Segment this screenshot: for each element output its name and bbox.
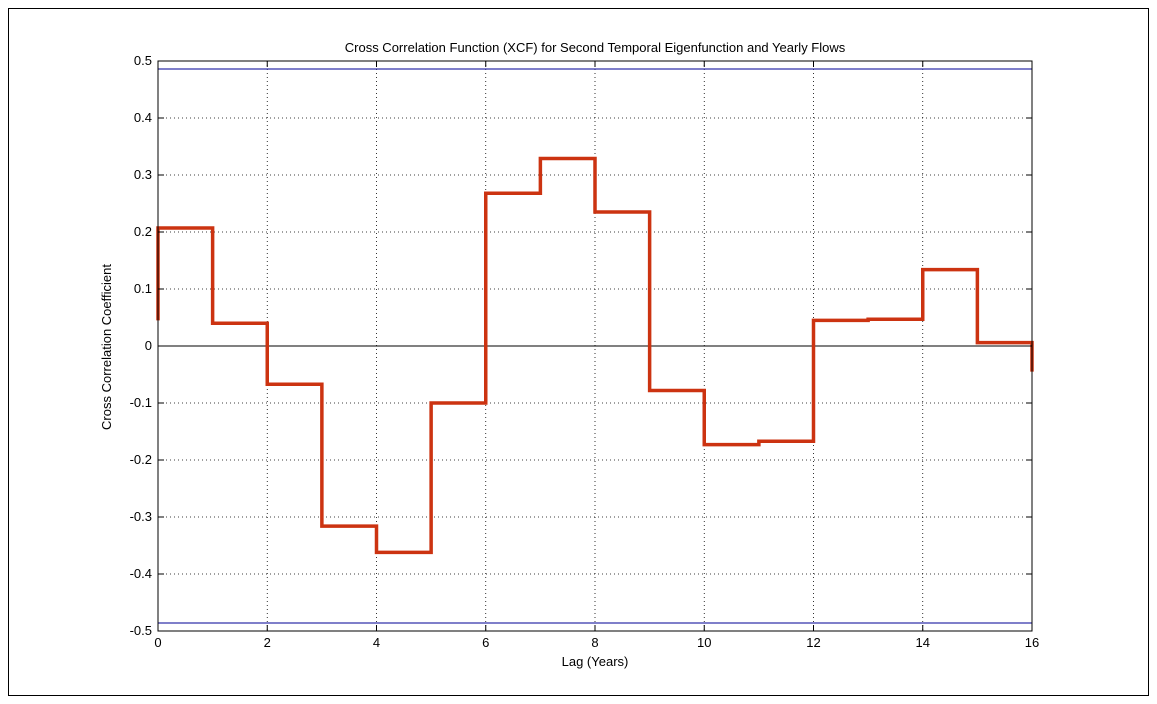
y-tick-label: -0.4 xyxy=(130,566,152,581)
y-tick-label: 0.2 xyxy=(134,224,152,239)
x-tick-label: 16 xyxy=(1025,635,1039,650)
x-tick-label: 14 xyxy=(916,635,930,650)
x-tick-label: 10 xyxy=(697,635,711,650)
ticks: 0 2 4 6 8 10 12 14 16 -0.5 -0.4 -0.3 -0.2 -0.1 0 0.1 0.2… xyxy=(130,53,1040,650)
chart-title: Cross Correlation Function (XCF) for Sec… xyxy=(345,40,846,55)
y-tick-label: 0.4 xyxy=(134,110,152,125)
xcf-step-line xyxy=(156,156,1034,555)
reference-lines xyxy=(158,68,1032,624)
x-tick-label: 6 xyxy=(482,635,489,650)
figure-frame xyxy=(8,8,1149,696)
x-tick-label: 12 xyxy=(806,635,820,650)
y-tick-label: 0.3 xyxy=(134,167,152,182)
y-axis-title: Cross Correlation Coefficient xyxy=(99,264,114,430)
x-tick-label: 2 xyxy=(264,635,271,650)
y-tick-label: -0.1 xyxy=(130,395,152,410)
x-axis-title: Lag (Years) xyxy=(562,654,629,669)
y-tick-label: 0.1 xyxy=(134,281,152,296)
x-tick-label: 0 xyxy=(154,635,161,650)
y-tick-label: -0.5 xyxy=(130,623,152,638)
y-tick-label: 0 xyxy=(145,338,152,353)
y-tick-label: -0.3 xyxy=(130,509,152,524)
x-tick-label: 8 xyxy=(591,635,598,650)
series xyxy=(156,156,1034,555)
y-tick-label: 0.5 xyxy=(134,53,152,68)
x-tick-label: 4 xyxy=(373,635,380,650)
y-tick-label: -0.2 xyxy=(130,452,152,467)
